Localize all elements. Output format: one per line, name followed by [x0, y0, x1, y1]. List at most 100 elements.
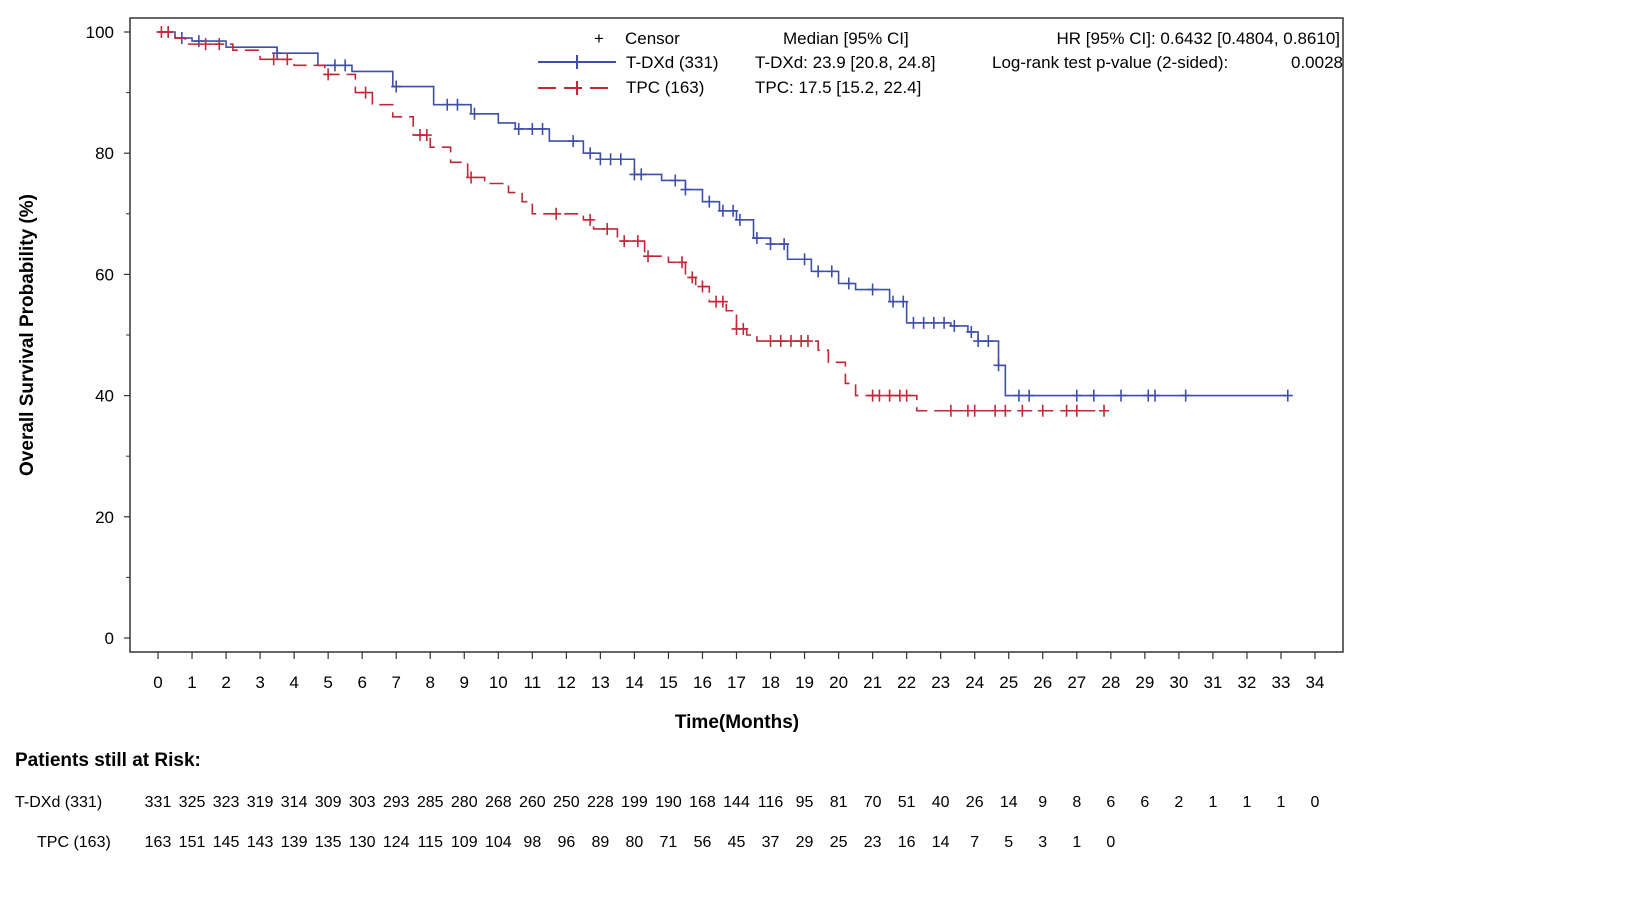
censor-mark	[551, 207, 562, 220]
at-risk-value: 95	[796, 794, 814, 811]
at-risk-value: 323	[213, 794, 240, 811]
y-axis-label: Overall Survival Probability (%)	[17, 194, 38, 476]
median-tpc: TPC: 17.5 [15.2, 22.4]	[755, 78, 921, 97]
censor-mark	[615, 153, 626, 166]
x-tick-label: 11	[523, 673, 541, 692]
censor-mark	[908, 316, 919, 329]
x-tick-label: 14	[625, 673, 644, 692]
censor-mark	[636, 168, 647, 181]
legend-censor: Censor	[625, 29, 680, 48]
at-risk-value: 143	[247, 834, 274, 851]
censor-mark	[452, 98, 463, 111]
median-tdxd: T-DXd: 23.9 [20.8, 24.8]	[755, 53, 936, 72]
at-risk-value: 0	[1106, 834, 1115, 851]
censor-mark	[928, 316, 939, 329]
censor-mark	[918, 316, 929, 329]
censor-mark	[323, 68, 334, 81]
censor-mark	[193, 35, 204, 48]
x-tick-label: 30	[1169, 673, 1188, 692]
censor-mark	[1150, 389, 1161, 402]
risk-label-tdxd: T-DXd (331)	[15, 794, 102, 811]
censor-mark	[1013, 389, 1024, 402]
censor-mark	[568, 135, 579, 148]
at-risk-value: 124	[383, 834, 410, 851]
at-risk-value: 115	[417, 834, 443, 851]
curves	[156, 26, 1293, 417]
censor-mark	[717, 295, 728, 308]
at-risk-value: 37	[762, 834, 780, 851]
x-tick-label: 28	[1101, 673, 1120, 692]
censor-mark	[340, 59, 351, 72]
at-risk-value: 16	[898, 834, 916, 851]
at-risk-value: 6	[1140, 794, 1149, 811]
censor-mark	[884, 389, 895, 402]
x-tick-label: 32	[1237, 673, 1256, 692]
censor-mark	[775, 335, 786, 348]
at-risk-value: 319	[247, 794, 274, 811]
censor-mark	[874, 389, 885, 402]
x-tick-label: 34	[1306, 673, 1325, 692]
at-risk-value: 1	[1277, 794, 1286, 811]
censor-mark	[1180, 389, 1191, 402]
at-risk-value: 309	[315, 794, 342, 811]
y-tick-label: 100	[86, 23, 114, 42]
at-risk-value: 71	[660, 834, 678, 851]
x-tick-label: 1	[187, 673, 196, 692]
at-risk-value: 96	[557, 834, 575, 851]
censor-mark	[677, 256, 688, 269]
censor-mark	[442, 98, 453, 111]
censor-mark	[888, 295, 899, 308]
x-tick-label: 8	[426, 673, 435, 692]
censor-mark	[765, 238, 776, 251]
at-risk-value: 293	[383, 794, 410, 811]
censor-mark	[687, 271, 698, 284]
x-tick-label: 15	[659, 673, 678, 692]
censor-mark	[643, 250, 654, 263]
pvalue-label: Log-rank test p-value (2-sided):	[992, 53, 1228, 72]
at-risk-value: 81	[830, 794, 848, 811]
at-risk-value: 109	[451, 834, 478, 851]
at-risk-value: 70	[864, 794, 882, 811]
at-risk-value: 1	[1072, 834, 1081, 851]
at-risk-value: 1	[1208, 794, 1217, 811]
median-header: Median [95% CI]	[783, 29, 909, 48]
censor-mark	[867, 283, 878, 296]
censor-mark	[513, 122, 524, 135]
at-risk-value: 1	[1242, 794, 1251, 811]
x-tick-label: 21	[863, 673, 882, 692]
censor-mark	[717, 204, 728, 217]
censor-mark	[945, 404, 956, 417]
at-risk-value: 104	[485, 834, 512, 851]
censor-mark	[391, 80, 402, 93]
x-tick-label: 19	[795, 673, 814, 692]
censor-mark	[605, 153, 616, 166]
x-tick-label: 0	[153, 673, 162, 692]
censor-mark	[585, 213, 596, 226]
at-risk-value: 5	[1004, 834, 1013, 851]
censor-mark	[1099, 404, 1110, 417]
at-risk-value: 89	[591, 834, 609, 851]
legend: + Censor T-DXd (331) TPC (163) Median [9…	[538, 29, 1343, 97]
at-risk-value: 45	[728, 834, 746, 851]
at-risk-value: 250	[553, 794, 580, 811]
at-risk-value: 14	[932, 834, 950, 851]
censor-mark	[1037, 404, 1048, 417]
x-tick-label: 17	[727, 673, 746, 692]
censor-mark	[799, 253, 810, 266]
censor-mark	[728, 204, 739, 217]
x-tick-label: 7	[391, 673, 400, 692]
censor-mark	[765, 335, 776, 348]
at-risk-value: 151	[179, 834, 206, 851]
at-risk-value: 40	[932, 794, 950, 811]
censor-mark	[990, 404, 1001, 417]
censor-mark	[469, 107, 480, 120]
at-risk-value: 0	[1311, 794, 1320, 811]
at-risk-value: 51	[898, 794, 916, 811]
censor-mark	[602, 222, 613, 235]
pvalue: 0.0028	[1291, 53, 1343, 72]
censor-mark	[697, 280, 708, 293]
censor-mark	[826, 265, 837, 278]
at-risk-value: 3	[1038, 834, 1047, 851]
at-risk-value: 26	[966, 794, 984, 811]
